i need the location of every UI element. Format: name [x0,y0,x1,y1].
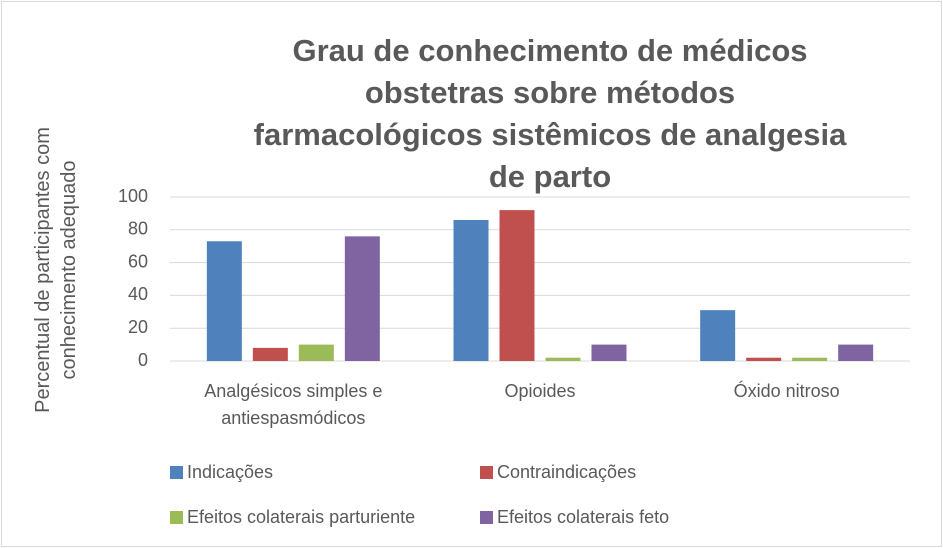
x-tick-label: Opioides [504,381,576,401]
bar [499,210,535,361]
legend-swatch [480,466,493,479]
legend-item: Efeitos colaterais parturiente [170,507,415,528]
x-tick-label: Analgésicos simples e antiespasmódicos [204,381,383,428]
bar [206,241,242,361]
x-tick-label: Óxido nitroso [733,381,840,401]
bar [298,344,334,361]
y-tick-label: 0 [138,350,148,370]
chart-title: Grau de conhecimento de médicos obstetra… [253,33,847,194]
bar [838,344,874,361]
legend-label: Efeitos colaterais feto [497,507,670,527]
bar [792,357,828,361]
bar [453,219,489,361]
legend-item: Efeitos colaterais feto [480,507,669,528]
legend-swatch [170,511,183,524]
legend-label: Contraindicações [497,462,637,482]
legend-swatch [170,466,183,479]
legend-swatch [480,511,493,524]
legend-item: Contraindicações [480,462,636,483]
y-axis-label: Percentual de participantes com conhecim… [32,127,80,413]
y-tick-label: 20 [128,317,148,337]
bar [545,357,581,361]
legend-label: Efeitos colaterais parturiente [187,507,416,527]
legend-label: Indicações [187,462,274,482]
bar [252,347,288,361]
y-tick-label: 60 [128,251,148,271]
bar [700,310,736,361]
y-tick-label: 80 [128,219,148,239]
bar [746,357,782,361]
y-tick-label: 40 [128,284,148,304]
bar [591,344,627,361]
bar [344,236,380,361]
legend-item: Indicações [170,462,273,483]
y-tick-label: 100 [118,186,148,206]
